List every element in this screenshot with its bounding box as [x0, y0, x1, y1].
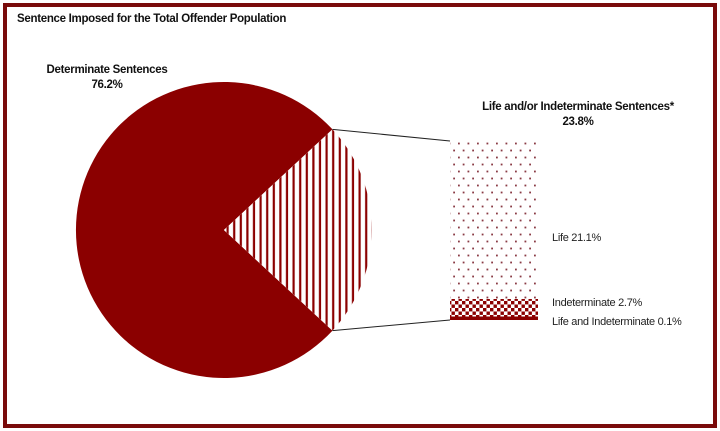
callout-line-bottom: [332, 319, 451, 332]
callout-line-top: [332, 128, 451, 142]
pie-slice-life-indeterminate: [224, 129, 372, 331]
label-determinate-name: Determinate Sentences: [46, 64, 168, 76]
label-determinate-value: 76.2%: [91, 79, 123, 91]
label-life-indeterminate-name: Life and/or Indeterminate Sentences*: [482, 101, 674, 113]
label-life-and-indeterminate: Life and Indeterminate 0.1%: [552, 316, 682, 328]
page-title: Sentence Imposed for the Total Offender …: [17, 13, 287, 25]
pie-slice-determinate: [75, 82, 333, 379]
label-life: Life 21.1%: [552, 232, 601, 244]
label-life-indeterminate-value: 23.8%: [562, 116, 594, 128]
label-indeterminate: Indeterminate 2.7%: [552, 297, 642, 309]
label-life-indeterminate: Life and/or Indeterminate Sentences* 23.…: [448, 100, 708, 130]
label-determinate: Determinate Sentences 76.2%: [27, 63, 187, 93]
bar-segment-life-and-indeterminate: [450, 316, 538, 320]
bar-segment-life: [450, 141, 538, 299]
bar-segment-indeterminate: [450, 299, 538, 317]
